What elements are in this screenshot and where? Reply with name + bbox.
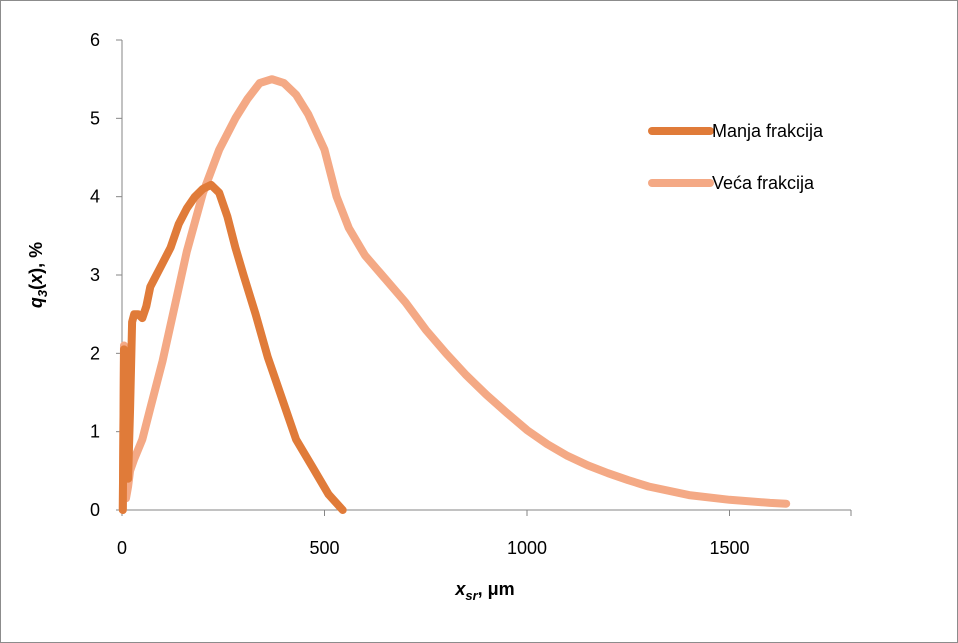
series-line-0 <box>118 180 347 514</box>
x-axis-title: xsr, μm <box>454 579 514 603</box>
y-axis-title-paren-open: ( <box>26 284 46 290</box>
axes: 0 1 2 3 4 5 6 0 500 1000 1500 <box>90 30 852 558</box>
y-tick-label: 0 <box>90 500 100 520</box>
legend-label-1: Veća frakcija <box>712 173 815 193</box>
legend-label-0: Manja frakcija <box>712 121 824 141</box>
y-tick-label: 5 <box>90 108 100 128</box>
x-tick-label: 0 <box>117 538 127 558</box>
x-tick-label: 1500 <box>709 538 749 558</box>
y-tick-label: 4 <box>90 187 100 207</box>
legend: Manja frakcija Veća frakcija <box>648 121 824 193</box>
y-tick-label: 1 <box>90 422 100 442</box>
y-axis-title-sub: 3 <box>35 289 50 297</box>
x-tick-label: 1000 <box>507 538 547 558</box>
y-tick-label: 6 <box>90 30 100 50</box>
y-tick-label: 3 <box>90 265 100 285</box>
y-axis-title-main: q <box>26 297 46 308</box>
y-axis-title-paren-close: ), % <box>26 242 46 274</box>
x-tick-label: 500 <box>309 538 339 558</box>
x-axis-title-suffix: , μm <box>478 579 515 599</box>
x-axis-title-main: x <box>454 579 466 599</box>
series-line-1 <box>118 75 791 514</box>
y-tick-label: 2 <box>90 343 100 363</box>
series-layer <box>118 75 791 514</box>
y-axis-title: q3(x), % <box>26 242 50 308</box>
y-axis-title-var: x <box>26 273 46 285</box>
x-axis-title-sub: sr <box>465 588 478 603</box>
